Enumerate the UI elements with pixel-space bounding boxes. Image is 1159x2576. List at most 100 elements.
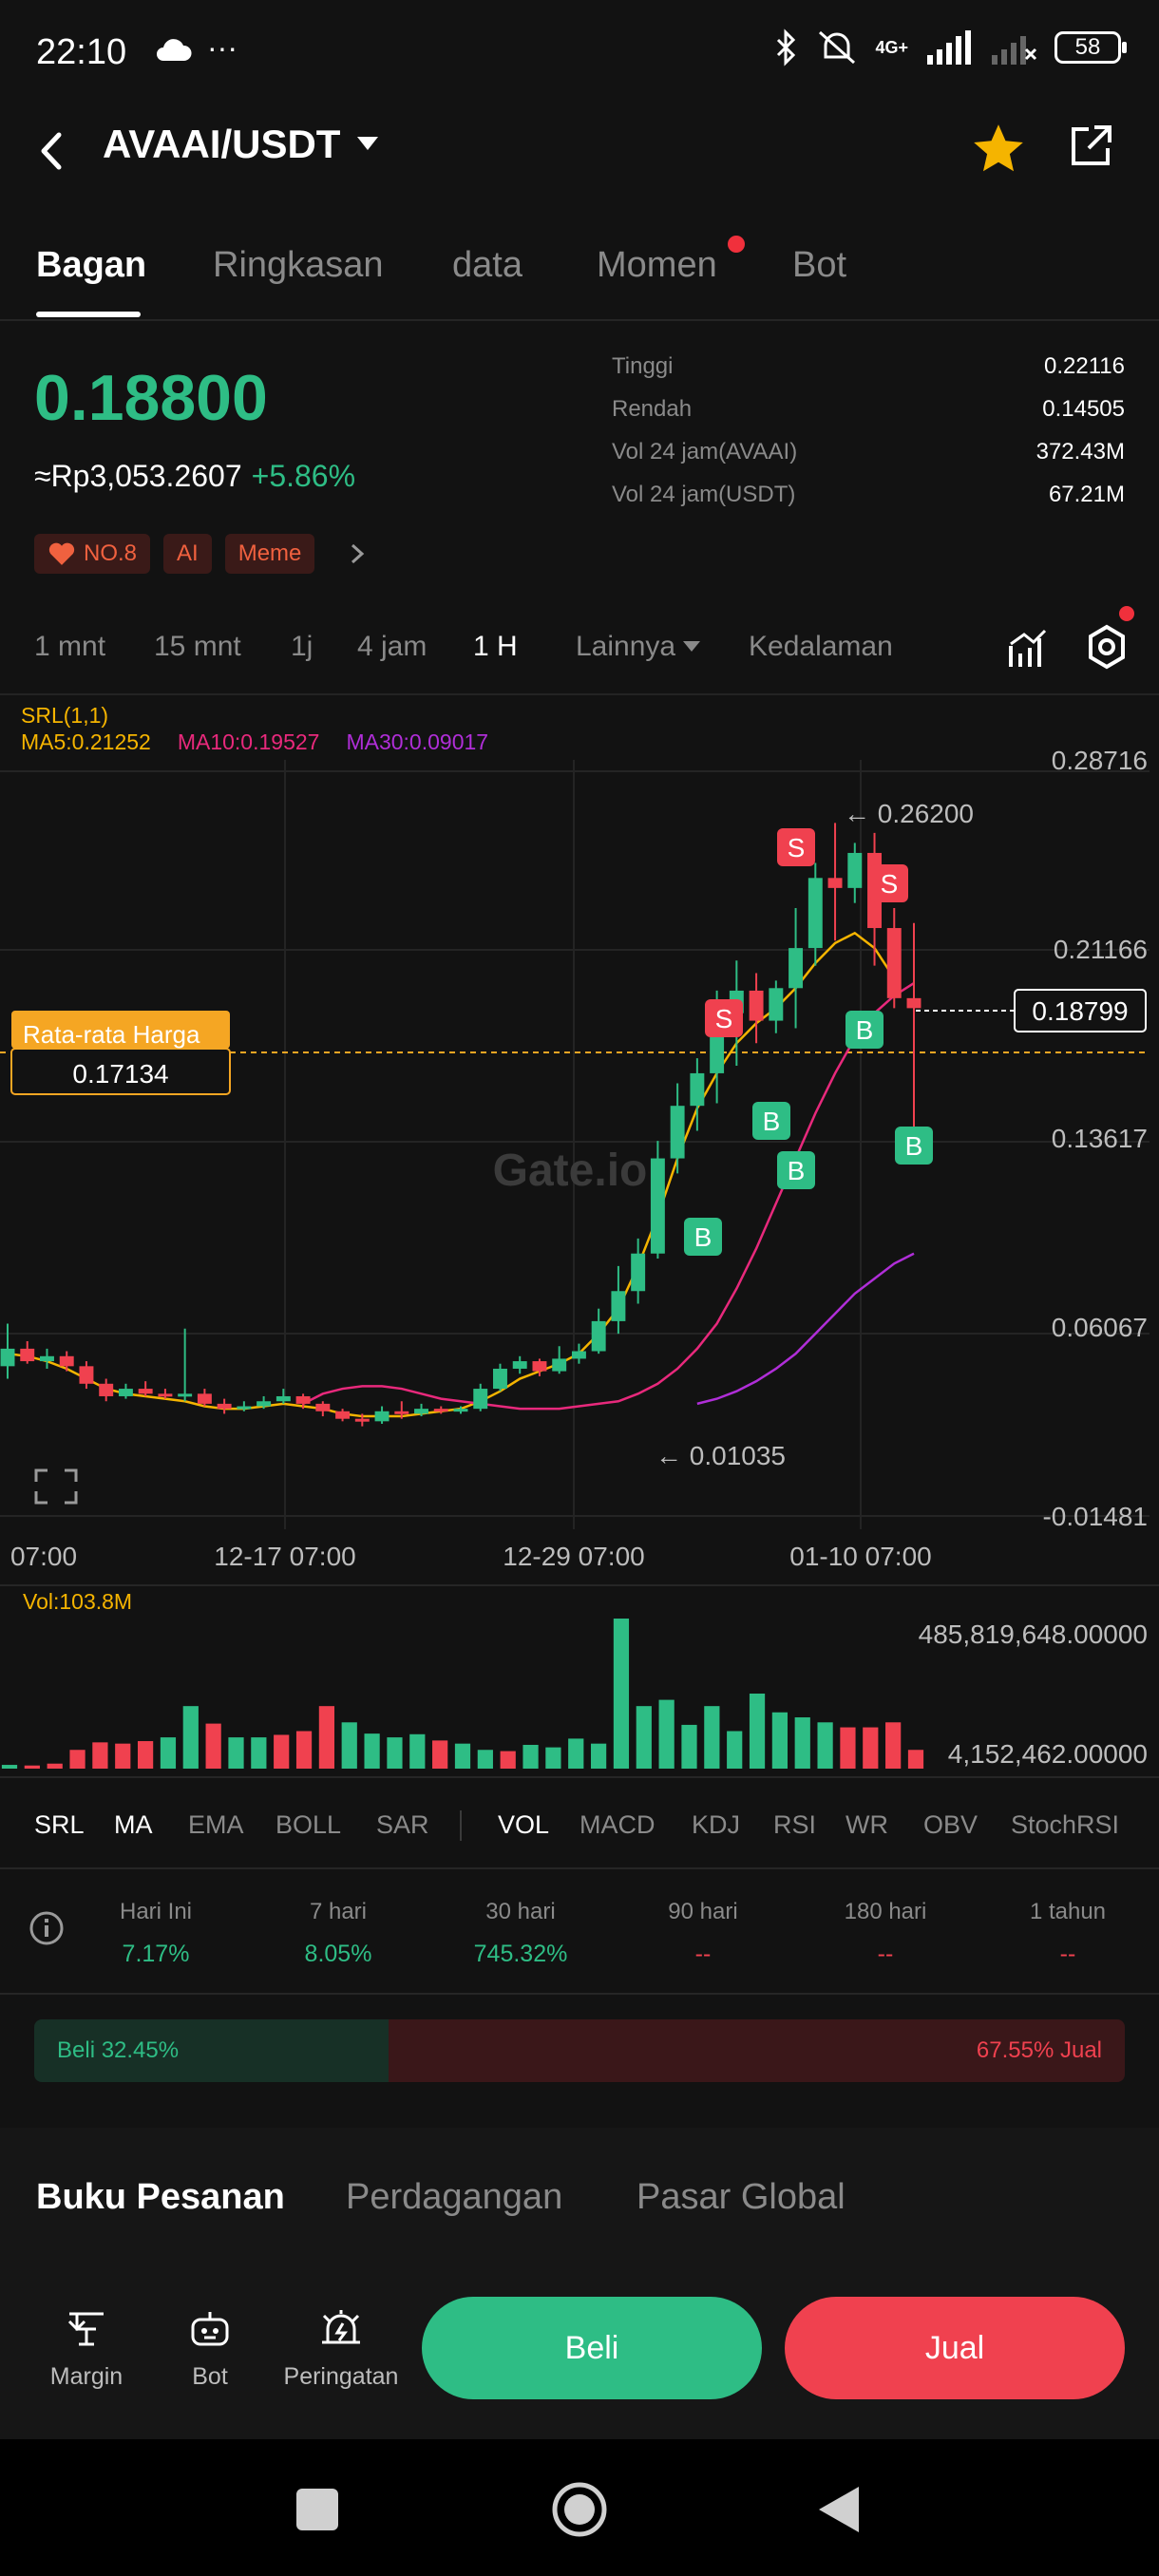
ma-legend: MA5:0.21252 MA10:0.19527 MA30:0.09017 [21,729,488,755]
indicator-srl[interactable]: SRL [34,1810,85,1839]
sell-marker [705,999,743,1037]
marker-label: S [788,833,806,862]
status-time: 22:10 [36,32,127,72]
sell-button[interactable]: Jual [785,2297,1125,2399]
tag-meme[interactable]: Meme [224,534,315,574]
buy-button[interactable]: Beli [422,2297,762,2399]
expand-icon[interactable] [34,1468,78,1505]
divider [0,1776,1159,1778]
indicator-boll[interactable]: BOLL [276,1810,342,1839]
tag-ai[interactable]: AI [163,534,212,574]
candle-body [808,878,823,949]
tab-data[interactable]: data [452,245,522,285]
interval-4h[interactable]: 4 jam [357,631,428,662]
star-icon[interactable] [969,120,1028,183]
margin-label: Margin [49,2363,124,2390]
perf-label: Hari Ini [119,1899,193,1924]
stat-label: Tinggi [612,353,674,379]
volume-bar [568,1738,584,1769]
signal-weak-icon [992,36,1037,65]
divider [0,1584,1159,1586]
tag-rank[interactable]: NO.8 [34,534,151,574]
indicator-obv[interactable]: OBV [923,1810,978,1839]
indicator-sar[interactable]: SAR [376,1810,429,1839]
y-tick-label: 0.13617 [1052,1124,1148,1153]
candle-body [276,1395,291,1402]
candles [0,823,922,1427]
recent-apps-icon[interactable] [296,2489,338,2530]
stat-label: Vol 24 jam(AVAAI) [612,439,798,464]
more-notifications-icon: ··· [207,30,238,65]
indicator-bar: SRL MA EMA BOLL SAR VOL MACD KDJ RSI WR … [0,1776,1159,1871]
info-icon[interactable] [28,1910,65,1951]
tab-bagan[interactable]: Bagan [36,245,147,285]
margin-button[interactable]: Margin [44,2308,129,2391]
buy-marker [895,1127,933,1165]
marker-label: S [715,1004,733,1033]
indicator-ema[interactable]: EMA [188,1810,244,1839]
candle-body [788,948,804,989]
perf-7d: 7 hari 8.05% [262,1899,414,1968]
volume-bar [205,1723,221,1769]
indicator-vol[interactable]: VOL [498,1810,550,1839]
bot-button[interactable]: Bot [177,2308,243,2391]
interval-bar: 1 mnt 15 mnt 1j 4 jam 1 H Lainnya Kedala… [0,606,1159,684]
tab-order-book[interactable]: Buku Pesanan [36,2177,285,2217]
perf-label: 180 hari [844,1899,927,1924]
tag-row: NO.8 AI Meme [34,534,371,574]
volume-bar [409,1733,426,1769]
interval-15m[interactable]: 15 mnt [154,631,241,662]
back-nav-icon[interactable] [817,2485,861,2539]
chevron-right-icon[interactable] [343,540,371,568]
tab-trades[interactable]: Perdagangan [346,2177,563,2217]
tab-global-market[interactable]: Pasar Global [636,2177,846,2217]
interval-1d[interactable]: 1 H [473,631,518,662]
candle-body [237,1406,252,1410]
volume-bar [160,1737,177,1769]
divider [0,1867,1159,1869]
indicator-kdj[interactable]: KDJ [692,1810,741,1839]
interval-1h[interactable]: 1j [291,631,314,662]
indicator-macd[interactable]: MACD [580,1810,656,1839]
back-icon[interactable] [34,127,68,180]
tab-ringkasan[interactable]: Ringkasan [213,245,384,285]
volume-bar [794,1717,810,1769]
interval-1m[interactable]: 1 mnt [34,631,106,662]
tab-momen[interactable]: Momen [597,245,717,285]
alert-button[interactable]: Peringatan [281,2308,401,2391]
candle-body [99,1383,114,1396]
ma30-line [696,1252,915,1406]
share-icon[interactable] [1064,120,1117,178]
interval-more-label: Lainnya [576,631,676,662]
depth-tab[interactable]: Kedalaman [749,631,893,662]
pair-selector[interactable]: AVAAI/USDT [103,122,379,167]
interval-more[interactable]: Lainnya [576,631,701,663]
indicator-chart-icon[interactable] [1007,625,1049,675]
price-fiat-row: ≈Rp3,053.2607 +5.86% [34,459,355,494]
volume-bar [318,1706,335,1769]
volume-bar [432,1740,448,1769]
stat-label: Rendah [612,396,693,422]
indicator-ma[interactable]: MA [114,1810,153,1839]
stat-low: Rendah 0.14505 [612,396,1125,439]
caret-down-icon [357,137,379,150]
volume-bar [863,1727,879,1769]
settings-icon[interactable] [1085,623,1129,675]
chart-grid [0,760,1150,1529]
avg-price-box[interactable]: Rata-rata Harga 0.17134 [10,1011,231,1095]
indicator-wr[interactable]: WR [846,1810,888,1839]
candle-body [40,1355,54,1362]
buy-marker [777,1151,815,1189]
candle-body [59,1355,74,1367]
heart-icon [48,542,75,565]
tag-label: AI [177,540,199,566]
home-icon[interactable] [551,2481,608,2543]
indicator-rsi[interactable]: RSI [773,1810,817,1839]
candle-body [0,1348,15,1367]
perf-label: 90 hari [668,1899,738,1924]
tab-bot[interactable]: Bot [792,245,847,285]
volume-bar [274,1734,290,1769]
candle-body [749,990,764,1021]
indicator-stochrsi[interactable]: StochRSI [1011,1810,1120,1839]
